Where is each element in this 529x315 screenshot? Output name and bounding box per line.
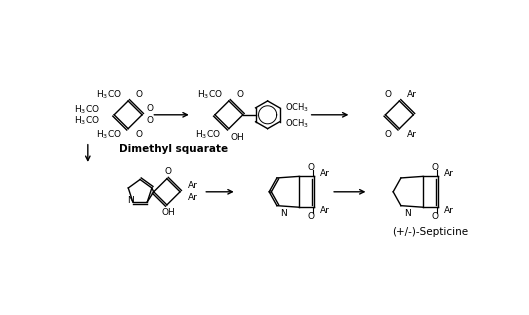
Text: O: O	[307, 163, 315, 172]
Text: O: O	[136, 90, 143, 99]
Text: OH: OH	[231, 133, 244, 142]
Text: O: O	[136, 130, 143, 139]
Text: OCH$_3$: OCH$_3$	[285, 102, 309, 114]
Text: O: O	[432, 212, 439, 221]
Text: Ar: Ar	[444, 206, 454, 215]
Text: OCH$_3$: OCH$_3$	[285, 118, 309, 130]
Text: OH: OH	[161, 208, 175, 217]
Text: H$_3$CO: H$_3$CO	[96, 129, 122, 141]
Text: H$_3$CO: H$_3$CO	[195, 129, 221, 141]
Text: Ar: Ar	[321, 206, 330, 215]
Text: O: O	[147, 117, 154, 125]
Text: Ar: Ar	[407, 130, 417, 139]
Text: N: N	[404, 209, 411, 218]
Text: H$_3$CO: H$_3$CO	[75, 115, 100, 127]
Text: O: O	[165, 167, 172, 175]
Text: N: N	[280, 209, 287, 218]
Text: Dimethyl squarate: Dimethyl squarate	[119, 145, 228, 154]
Text: H$_3$CO: H$_3$CO	[197, 89, 223, 101]
Text: O: O	[236, 90, 244, 99]
Text: Ar: Ar	[407, 90, 417, 99]
Text: H$_3$CO: H$_3$CO	[75, 104, 100, 117]
Text: Ar: Ar	[444, 169, 454, 178]
Text: O: O	[147, 104, 154, 113]
Text: O: O	[385, 90, 391, 99]
Text: O: O	[432, 163, 439, 172]
Text: Ar: Ar	[188, 181, 198, 190]
Text: N: N	[127, 196, 134, 205]
Text: Ar: Ar	[321, 169, 330, 178]
Text: (+/-)-Septicine: (+/-)-Septicine	[393, 227, 469, 237]
Text: Ar: Ar	[188, 193, 198, 203]
Text: O: O	[385, 130, 391, 139]
Text: H$_3$CO: H$_3$CO	[96, 89, 122, 101]
Text: O: O	[307, 212, 315, 221]
